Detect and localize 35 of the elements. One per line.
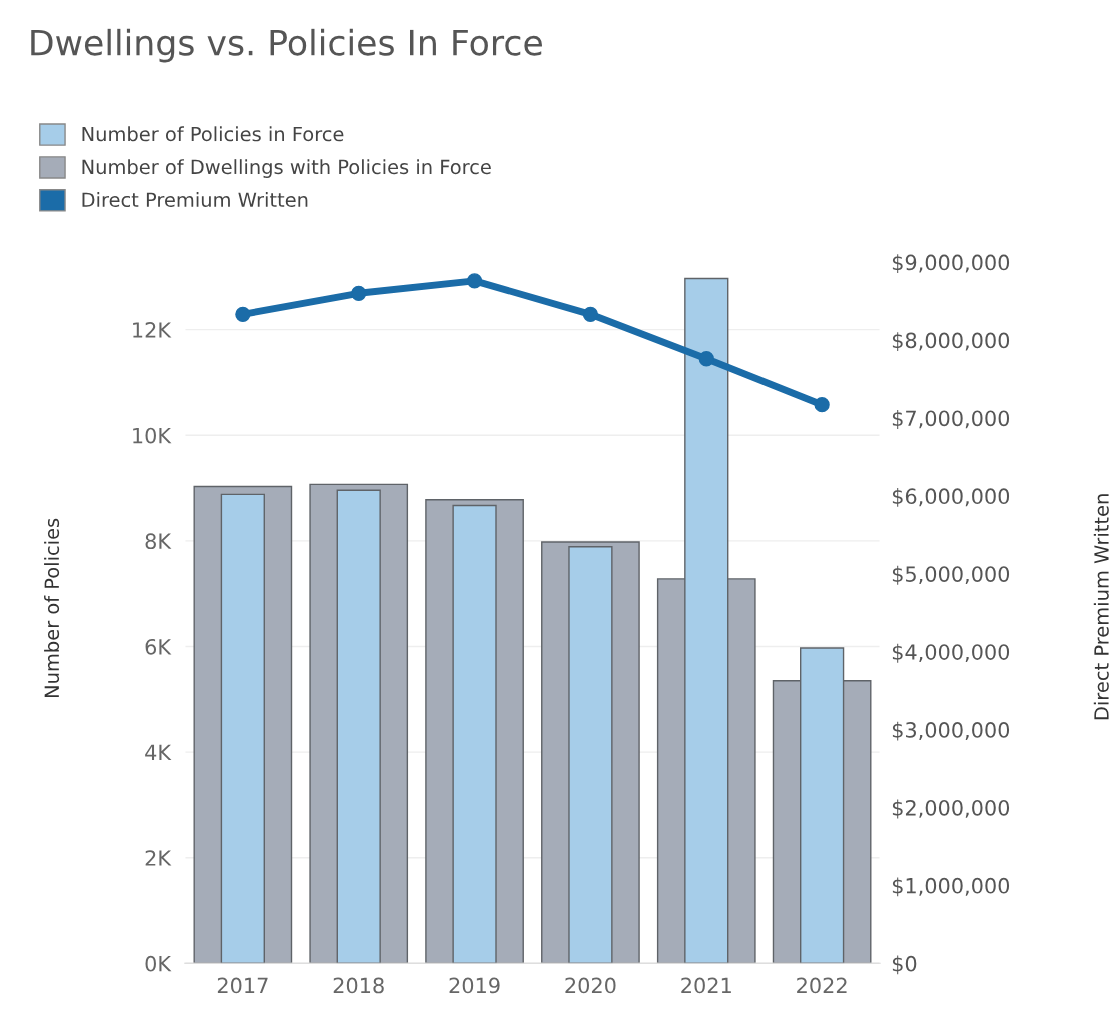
point: [698, 351, 714, 367]
y-tick-label: 2K: [145, 850, 172, 866]
x-tick-label: 2019: [449, 977, 500, 994]
y-tick-label: 0K: [145, 955, 172, 972]
legend-label: Number of Policies in Force: [82, 126, 344, 142]
y2-tick-label: $3,000,000: [892, 721, 1010, 741]
y-tick-label: 12K: [133, 322, 172, 338]
y-tick-label: 6K: [145, 638, 172, 655]
chart-title: Dwellings vs. Policies In Force: [31, 28, 542, 63]
y2-tick-label: $1,000,000: [892, 877, 1010, 897]
y2-tick-label: $8,000,000: [892, 332, 1010, 352]
y2-tick-label: $0: [892, 955, 917, 975]
x-tick-label: 2017: [217, 977, 268, 994]
legend-label: Number of Dwellings with Policies in Force: [82, 159, 491, 178]
point: [814, 397, 830, 413]
y-tick-label: 4K: [145, 744, 172, 760]
y2-axis-title: Direct Premium Written: [1093, 494, 1109, 720]
y-axis-title: Number of Policies: [44, 518, 60, 698]
y2-tick-label: $9,000,000: [892, 254, 1010, 274]
x-tick-label: 2021: [681, 977, 731, 994]
y2-tick-label: $4,000,000: [892, 643, 1010, 663]
x-tick-label: 2022: [797, 977, 847, 994]
y2-tick-label: $5,000,000: [892, 565, 1010, 585]
y2-tick-label: $7,000,000: [892, 410, 1010, 429]
legend-label: Direct Premium Written: [82, 192, 308, 208]
point: [351, 285, 367, 301]
x-tick-label: 2018: [333, 977, 384, 994]
point: [466, 273, 483, 289]
y-tick-label: 10K: [133, 427, 172, 444]
point: [235, 306, 251, 322]
x-tick-label: 2020: [565, 977, 616, 994]
point: [582, 306, 599, 322]
y2-tick-label: $6,000,000: [892, 487, 1010, 507]
y-tick-label: 8K: [145, 533, 172, 550]
y2-tick-label: $2,000,000: [892, 799, 1010, 819]
